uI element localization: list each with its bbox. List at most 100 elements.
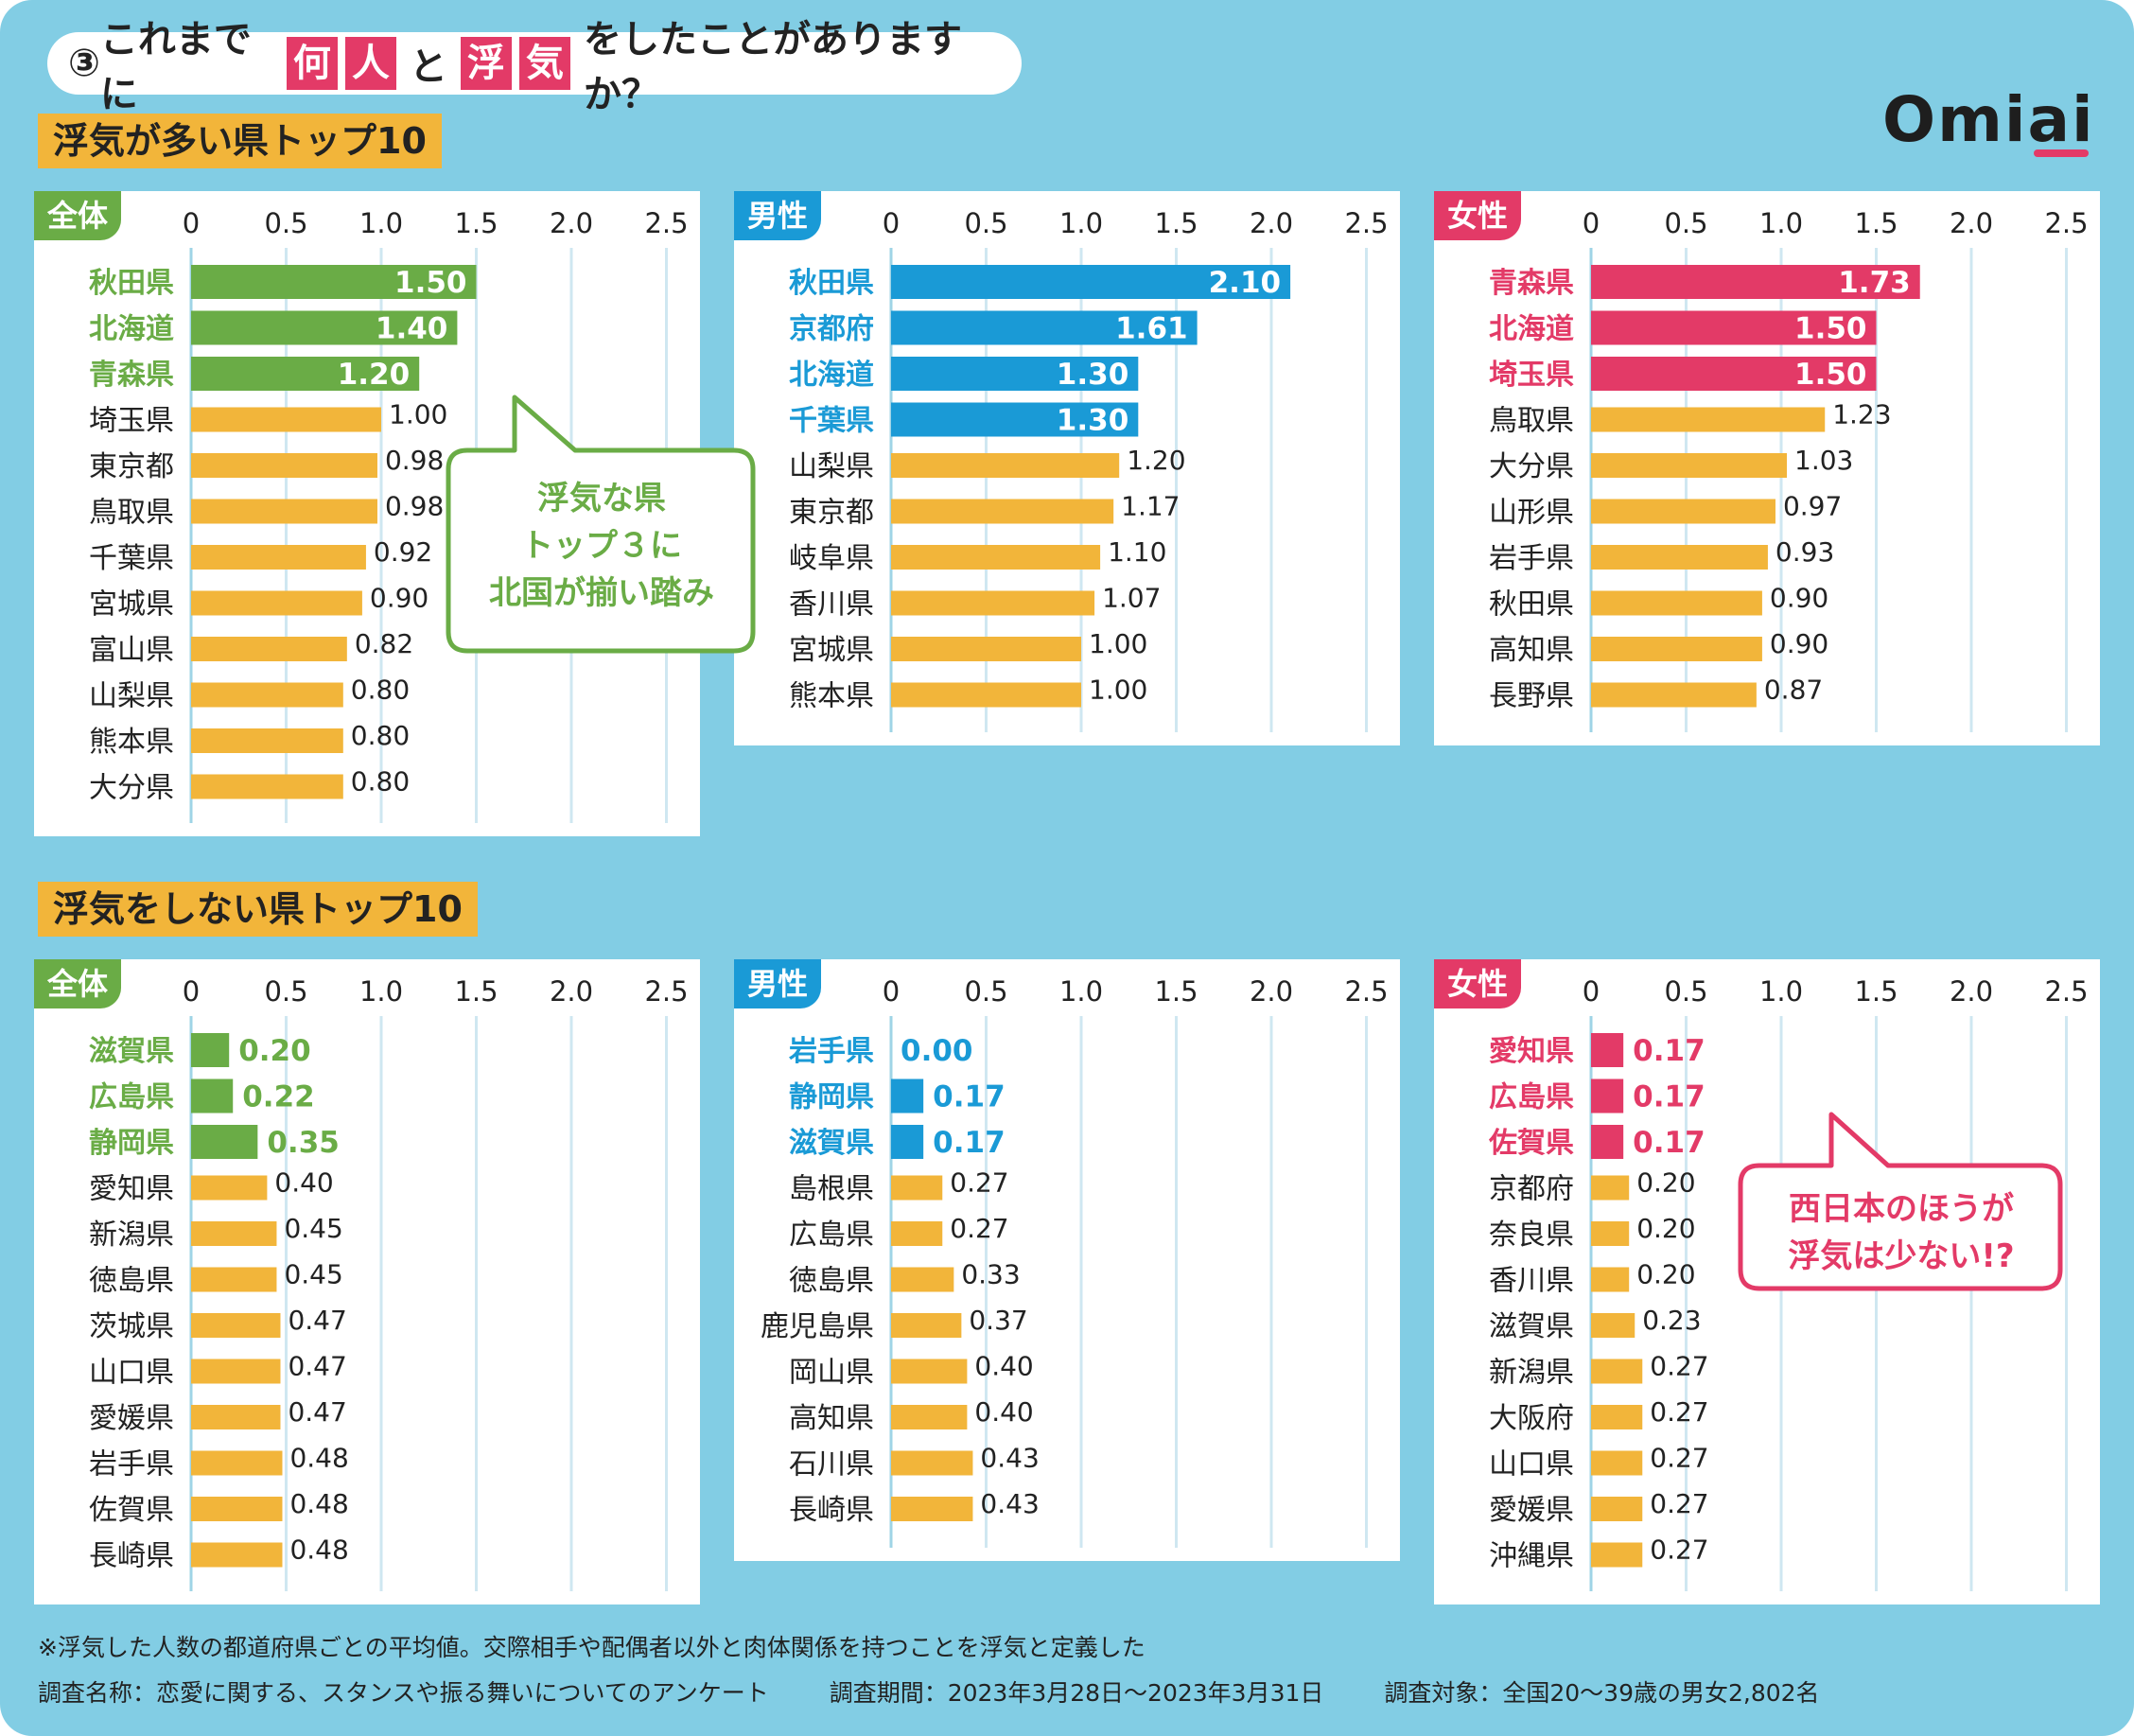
category-label: 愛媛県: [1489, 1494, 1574, 1527]
value-label: 0.40: [974, 1351, 1033, 1382]
value-label: 0.17: [933, 1126, 1005, 1160]
bar: [191, 545, 366, 570]
value-label: 0.48: [289, 1443, 348, 1474]
value-label: 0.17: [933, 1080, 1005, 1114]
value-label: 2.10: [1209, 266, 1282, 300]
bar: [1591, 1313, 1635, 1338]
value-label: 1.30: [1057, 404, 1129, 438]
bar: [191, 1125, 258, 1159]
value-label: 0.45: [284, 1259, 342, 1290]
bar: [1591, 1175, 1630, 1201]
category-label: 埼玉県: [89, 405, 174, 438]
tick-label: 0.5: [964, 975, 1007, 1008]
callout-west-line-0: 西日本のほうが: [1789, 1190, 2014, 1228]
tick-label: 1.5: [1154, 975, 1198, 1008]
category-label: 秋田県: [89, 267, 174, 300]
bar: [891, 499, 1114, 524]
bar: [891, 1359, 968, 1384]
bar: [1591, 499, 1775, 524]
category-label: 島根県: [789, 1173, 874, 1206]
panel-tab-total: 全体: [34, 959, 122, 1008]
tick-label: 1.0: [1059, 975, 1103, 1008]
category-label: 佐賀県: [89, 1494, 174, 1527]
value-label: 0.93: [1775, 536, 1834, 568]
value-label: 1.20: [1127, 445, 1185, 476]
footnote: ※浮気した人数の都道府県ごとの平均値。交際相手や配偶者以外と肉体関係を持つことを…: [38, 1634, 1146, 1661]
title-highlight-3: 浮: [460, 37, 512, 90]
tick-label: 1.5: [454, 975, 498, 1008]
bar-chart-bottom-female: 0 0.5 1.0 1.5 2.0 2.5 愛知県 0.17 広島県 0.17 佐賀県 0.17 京都府…: [1488, 975, 2089, 1591]
bar: [191, 1078, 234, 1113]
tick-label: 0.5: [264, 975, 307, 1008]
title-highlight-2: 人: [344, 37, 396, 90]
value-label: 0.40: [974, 1396, 1033, 1428]
bar: [191, 310, 458, 345]
tick-label: 0: [183, 975, 200, 1008]
category-label: 京都府: [789, 313, 874, 346]
bar: [191, 1450, 283, 1476]
category-label: 愛知県: [89, 1173, 174, 1206]
category-label: 長崎県: [789, 1494, 874, 1527]
category-label: 愛媛県: [89, 1402, 174, 1435]
value-label: 1.50: [1794, 312, 1867, 346]
value-label: 1.40: [376, 312, 448, 346]
category-label: 滋賀県: [789, 1127, 874, 1160]
category-label: 大分県: [89, 772, 174, 805]
chart-panel-bottom-male: 男性 0 0.5 1.0 1.5 2.0 2.5 岩手県 0.00 静岡県 0.17 滋賀県 0.17…: [734, 959, 1400, 1561]
tick-label: 1.0: [1759, 975, 1803, 1008]
category-label: 青森県: [89, 359, 174, 392]
category-label: 北海道: [1489, 313, 1574, 346]
bar: [1591, 1221, 1630, 1246]
tick-label: 0: [1583, 975, 1600, 1008]
category-label: 山形県: [1489, 497, 1574, 530]
category-label: 岩手県: [1489, 542, 1574, 575]
value-label: 0.00: [901, 1034, 973, 1068]
bar: [891, 265, 1291, 299]
callout-north-line-0: 浮気な県: [537, 480, 666, 517]
value-label: 0.47: [288, 1396, 346, 1428]
value-label: 0.20: [1636, 1213, 1695, 1244]
bar: [191, 1497, 283, 1521]
category-label: 岩手県: [789, 1035, 874, 1068]
bar: [191, 682, 343, 708]
bar: [1591, 407, 1826, 432]
value-label: 0.97: [1783, 491, 1842, 522]
category-label: 滋賀県: [1489, 1310, 1574, 1343]
value-label: 0.33: [961, 1259, 1020, 1290]
bar: [891, 545, 1101, 570]
value-label: 0.48: [289, 1488, 348, 1519]
category-label: 熊本県: [789, 680, 874, 713]
tick-label: 2.0: [1250, 975, 1293, 1008]
callout-north-text: 浮気な県 トップ３に 北国が揃い踏み: [450, 475, 753, 617]
category-label: 岡山県: [789, 1357, 874, 1390]
value-label: 0.98: [385, 445, 444, 476]
title-mid: と: [409, 45, 447, 89]
bar: [1591, 265, 1920, 299]
bar: [191, 590, 362, 616]
value-label: 0.35: [267, 1126, 340, 1160]
category-label: 長野県: [1489, 680, 1574, 713]
bar: [891, 1267, 954, 1292]
tick-label: 2.5: [1344, 207, 1388, 239]
tick-label: 0.5: [264, 207, 307, 239]
category-label: 香川県: [789, 588, 874, 622]
category-label: 高知県: [789, 1402, 874, 1435]
category-label: 鳥取県: [1489, 405, 1574, 438]
value-label: 0.90: [1770, 628, 1828, 659]
value-label: 1.00: [1089, 628, 1147, 659]
tick-label: 1.0: [1059, 207, 1103, 239]
category-label: 新潟県: [89, 1219, 174, 1252]
value-label: 0.92: [374, 536, 432, 568]
bar: [191, 728, 343, 753]
value-label: 0.27: [1650, 1351, 1708, 1382]
tick-label: 1.0: [359, 207, 403, 239]
category-label: 佐賀県: [1488, 1127, 1574, 1160]
value-label: 0.98: [385, 491, 444, 522]
bar: [191, 1542, 283, 1568]
category-label: 大分県: [1489, 450, 1574, 483]
bar: [891, 402, 1139, 437]
category-label: 徳島県: [89, 1265, 174, 1298]
category-label: 山梨県: [89, 680, 174, 713]
title-highlight-1: 何: [286, 37, 338, 90]
